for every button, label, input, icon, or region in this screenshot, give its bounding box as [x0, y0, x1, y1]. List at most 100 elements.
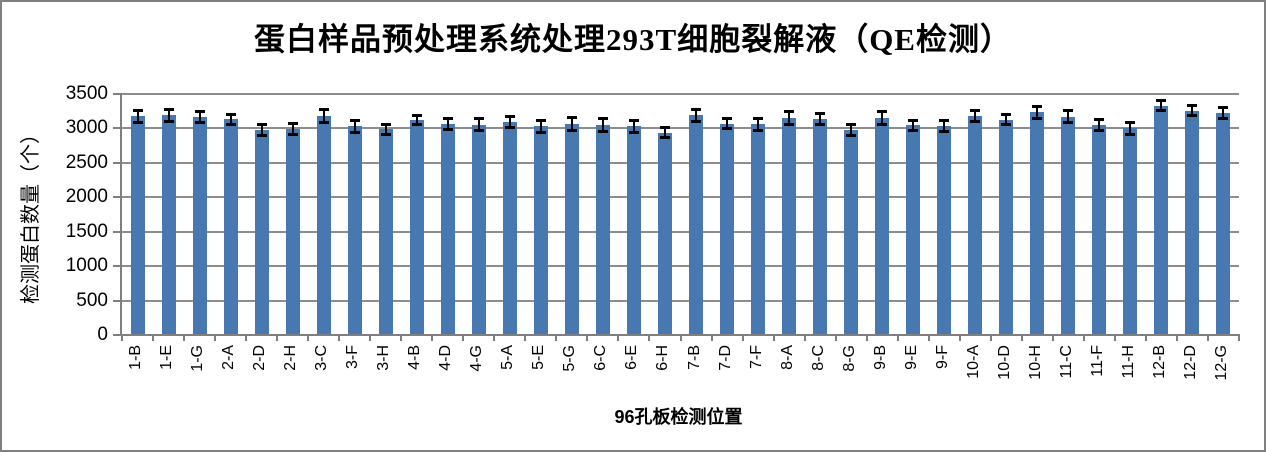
error-bar-cap-top: [629, 119, 639, 122]
bar: [596, 125, 610, 334]
x-axis-category-label: 4-D: [436, 345, 454, 371]
x-category-cell: 8-C: [803, 343, 834, 399]
error-bar-cap-top: [195, 110, 205, 113]
error-bar-cap-bottom: [691, 120, 701, 123]
x-axis-category-label: 5-A: [498, 345, 516, 370]
x-tick-mark: [431, 334, 433, 341]
error-bar: [912, 120, 914, 130]
x-axis-category-label: 5-E: [529, 345, 547, 370]
x-category-cell: 9-E: [896, 343, 927, 399]
bar: [472, 125, 486, 334]
bar: [751, 124, 765, 334]
error-bar-cap-bottom: [598, 130, 608, 133]
error-bar-cap-bottom: [1218, 117, 1228, 120]
gridline: [122, 127, 1239, 129]
error-bar-cap-bottom: [288, 133, 298, 136]
error-bar-cap-bottom: [722, 127, 732, 130]
x-category-cell: 12-G: [1206, 343, 1237, 399]
y-tick-label: 500: [76, 290, 108, 311]
x-category-cell: 7-F: [741, 343, 772, 399]
x-tick-mark: [400, 334, 402, 341]
bar: [193, 117, 207, 334]
x-tick-mark: [183, 334, 185, 341]
error-bar-cap-top: [381, 123, 391, 126]
error-bar-cap-top: [1032, 105, 1042, 108]
error-bar-cap-top: [691, 108, 701, 111]
gridline: [122, 196, 1239, 198]
x-axis-category-label: 11-C: [1057, 345, 1075, 379]
x-tick-mark: [245, 334, 247, 341]
error-bar-cap-bottom: [567, 129, 577, 132]
x-axis-category-label: 2-A: [219, 345, 237, 370]
y-tick-label: 0: [97, 324, 108, 345]
error-bar: [447, 118, 449, 130]
gridline: [122, 300, 1239, 302]
bar: [503, 122, 517, 334]
error-bar-cap-bottom: [784, 123, 794, 126]
bar: [162, 115, 176, 334]
x-category-cell: 9-F: [927, 343, 958, 399]
y-tick-mark: [113, 196, 120, 198]
gridline: [122, 265, 1239, 267]
error-bar-cap-top: [722, 117, 732, 120]
bar: [565, 124, 579, 334]
y-tick-mark: [113, 300, 120, 302]
x-tick-mark: [928, 334, 930, 341]
x-category-cell: 10-A: [958, 343, 989, 399]
error-bar-cap-top: [412, 114, 422, 117]
error-bar-cap-bottom: [474, 129, 484, 132]
x-tick-mark: [959, 334, 961, 341]
x-tick-mark: [338, 334, 340, 341]
error-bar-cap-top: [877, 110, 887, 113]
x-tick-mark: [214, 334, 216, 341]
x-axis-category-label: 12-G: [1212, 345, 1230, 381]
x-category-cell: 1-B: [120, 343, 151, 399]
x-axis-category-label: 1-B: [126, 345, 144, 370]
error-bar-cap-bottom: [319, 121, 329, 124]
x-tick-mark: [1052, 334, 1054, 341]
x-category-cell: 9-B: [865, 343, 896, 399]
x-tick-mark: [462, 334, 464, 341]
y-tick-mark: [113, 231, 120, 233]
x-tick-mark: [1021, 334, 1023, 341]
x-category-cell: 6-H: [647, 343, 678, 399]
x-tick-mark: [555, 334, 557, 341]
bar: [534, 126, 548, 334]
x-axis-category-label: 7-F: [747, 345, 765, 369]
error-bar-cap-top: [164, 108, 174, 111]
error-bar-cap-top: [350, 119, 360, 122]
x-axis-category-label: 11-F: [1088, 345, 1106, 377]
bar: [813, 119, 827, 334]
x-category-cell: 6-E: [616, 343, 647, 399]
x-category-cell: 10-H: [1020, 343, 1051, 399]
error-bar-cap-bottom: [629, 131, 639, 134]
error-bar-cap-top: [1001, 113, 1011, 116]
error-bar-cap-bottom: [536, 131, 546, 134]
bar: [1216, 113, 1230, 334]
x-category-cell: 1-E: [151, 343, 182, 399]
error-bar: [881, 111, 883, 125]
x-tick-mark: [617, 334, 619, 341]
bar: [348, 126, 362, 334]
error-bar-cap-bottom: [877, 123, 887, 126]
x-tick-mark: [773, 334, 775, 341]
x-tick-mark: [648, 334, 650, 341]
x-tick-mark: [1083, 334, 1085, 341]
x-tick-mark: [1145, 334, 1147, 341]
error-bar-cap-bottom: [226, 123, 236, 126]
bar: [131, 116, 145, 334]
bar: [441, 124, 455, 334]
x-category-cell: 5-E: [523, 343, 554, 399]
error-bar-cap-top: [970, 109, 980, 112]
error-bar: [1222, 107, 1224, 119]
bar: [627, 126, 641, 334]
bar: [224, 119, 238, 334]
error-bar-cap-bottom: [1001, 123, 1011, 126]
error-bar: [726, 118, 728, 129]
x-tick-mark: [1114, 334, 1116, 341]
bar: [317, 116, 331, 334]
error-bar-cap-bottom: [350, 131, 360, 134]
bar: [968, 116, 982, 334]
y-axis-title: 检测蛋白数量（个）: [20, 124, 42, 304]
x-tick-mark: [121, 334, 123, 341]
